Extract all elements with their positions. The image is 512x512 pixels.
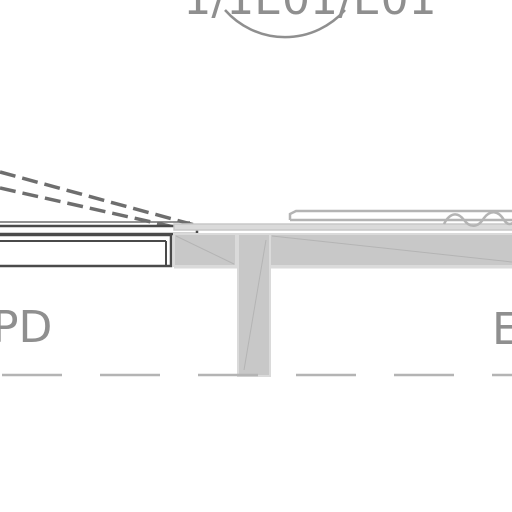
callout-bubble: 1/1E01/E01	[183, 0, 437, 39]
label-left: PD	[0, 302, 52, 353]
beam-top-line	[173, 223, 512, 231]
dashed-line-upper	[0, 170, 199, 228]
left-panel-outer	[0, 224, 199, 236]
left-panel-body	[0, 233, 173, 268]
callout-text: 1/1E01/E01	[183, 0, 436, 25]
beam-left-diagonal	[175, 235, 235, 265]
label-right: E	[492, 304, 512, 355]
insulation-wave	[442, 211, 512, 227]
column-body	[237, 233, 271, 377]
column-diagonal	[243, 239, 267, 371]
top-finish-outline	[288, 209, 512, 222]
left-panel	[0, 221, 199, 268]
top-finish-layer	[288, 209, 512, 227]
beam	[173, 223, 512, 269]
dashed-swing-lines	[0, 170, 199, 234]
beam-body-right	[269, 233, 512, 267]
column	[237, 233, 271, 377]
callout-circle-arc	[224, 9, 346, 39]
beam-right-diagonal	[271, 235, 512, 263]
dashed-line-lower	[0, 186, 197, 234]
